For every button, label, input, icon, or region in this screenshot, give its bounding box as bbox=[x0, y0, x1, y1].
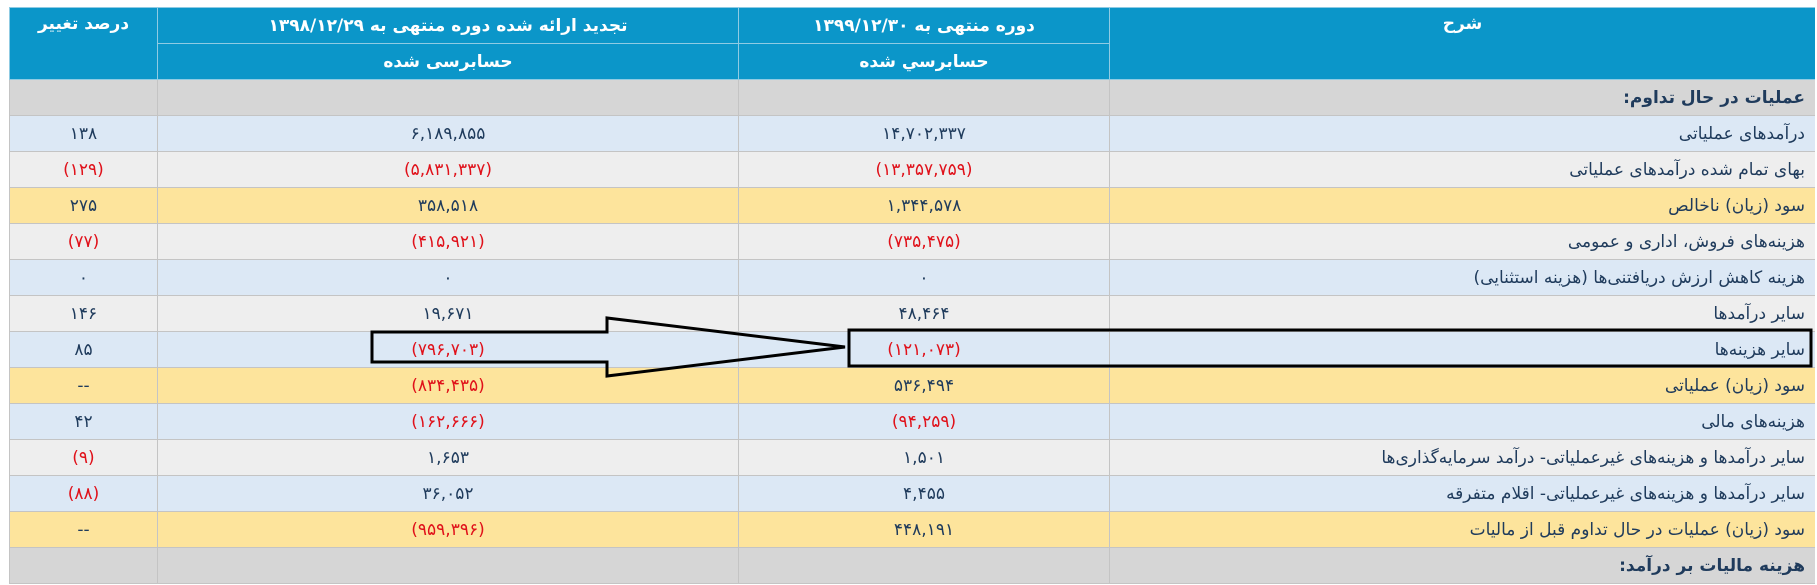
section-row: هزینه مالیات بر درآمد: bbox=[9, 547, 1815, 584]
row-label: هزینه‌های فروش، اداری و عمومی bbox=[1109, 223, 1815, 260]
cell-previous: ۰ bbox=[157, 259, 739, 296]
cell-previous: (۵,۸۳۱,۳۳۷) bbox=[157, 151, 739, 188]
header-current: دوره منتهی به ۱۳۹۹/۱۲/۳۰ bbox=[738, 7, 1110, 44]
row-label: درآمدهای عملیاتی bbox=[1109, 115, 1815, 152]
cell-current: (۱۳,۳۵۷,۷۵۹) bbox=[738, 151, 1110, 188]
row-label: سود (زیان) ناخالص bbox=[1109, 187, 1815, 224]
data-row: هزینه‌های فروش، اداری و عمومی (۷۳۵,۴۷۵) (۴… bbox=[9, 223, 1815, 260]
cell-previous: ۶,۱۸۹,۸۵۵ bbox=[157, 115, 739, 152]
cell-current: (۹۴,۲۵۹) bbox=[738, 403, 1110, 440]
cell-previous bbox=[157, 547, 739, 584]
cell-previous: ۱۹,۶۷۱ bbox=[157, 295, 739, 332]
cell-current bbox=[738, 79, 1110, 116]
cell-current: ۱,۳۴۴,۵۷۸ bbox=[738, 187, 1110, 224]
row-label: بهای تمام شده درآمدهای عملیاتی bbox=[1109, 151, 1815, 188]
data-row: سود (زیان) عملیات در حال تداوم قبل از ما… bbox=[9, 511, 1815, 548]
cell-change: -- bbox=[9, 367, 158, 404]
data-row: سود (زیان) ناخالص ۱,۳۴۴,۵۷۸ ۳۵۸,۵۱۸ ۲۷۵ bbox=[9, 187, 1815, 224]
cell-current: ۴۸,۴۶۴ bbox=[738, 295, 1110, 332]
table-wrapper: شرح دوره منتهی به ۱۳۹۹/۱۲/۳۰ تجدید ارائه… bbox=[9, 7, 1815, 585]
cell-current: (۷۳۵,۴۷۵) bbox=[738, 223, 1110, 260]
row-label: سود (زیان) عملیات در حال تداوم قبل از ما… bbox=[1109, 511, 1815, 548]
data-row: سایر درآمدها و هزینه‌های غیرعملیاتی- اقل… bbox=[9, 475, 1815, 512]
section-row: عملیات در حال تداوم: bbox=[9, 79, 1815, 116]
cell-previous: (۱۶۲,۶۶۶) bbox=[157, 403, 739, 440]
cell-current: ۴۴۸,۱۹۱ bbox=[738, 511, 1110, 548]
cell-change: ۲۷۵ bbox=[9, 187, 158, 224]
cell-previous: (۷۹۶,۷۰۳) bbox=[157, 331, 739, 368]
cell-change bbox=[9, 547, 158, 584]
row-label: عملیات در حال تداوم: bbox=[1109, 79, 1815, 116]
cell-current bbox=[738, 547, 1110, 584]
cell-previous: ۱,۶۵۳ bbox=[157, 439, 739, 476]
table-head: شرح دوره منتهی به ۱۳۹۹/۱۲/۳۰ تجدید ارائه… bbox=[9, 7, 1816, 80]
cell-change: (۷۷) bbox=[9, 223, 158, 260]
cell-change: ۴۲ bbox=[9, 403, 158, 440]
cell-current: ۱,۵۰۱ bbox=[738, 439, 1110, 476]
row-label: هزینه‌های مالی bbox=[1109, 403, 1815, 440]
header-row: شرح دوره منتهی به ۱۳۹۹/۱۲/۳۰ تجدید ارائه… bbox=[9, 7, 1815, 80]
header-description: شرح bbox=[1109, 7, 1815, 80]
cell-change: ۱۳۸ bbox=[9, 115, 158, 152]
header-current-status: حسابرسي شده bbox=[738, 43, 1110, 80]
cell-current: ۱۴,۷۰۲,۳۳۷ bbox=[738, 115, 1110, 152]
cell-current: ۴,۴۵۵ bbox=[738, 475, 1110, 512]
data-row: سایر هزینه‌ها (۱۲۱,۰۷۳) (۷۹۶,۷۰۳) ۸۵ bbox=[9, 331, 1815, 368]
cell-change: ۰ bbox=[9, 259, 158, 296]
cell-current: ۰ bbox=[738, 259, 1110, 296]
data-row: هزینه‌های مالی (۹۴,۲۵۹) (۱۶۲,۶۶۶) ۴۲ bbox=[9, 403, 1815, 440]
cell-change: ۸۵ bbox=[9, 331, 158, 368]
row-label: سایر درآمدها bbox=[1109, 295, 1815, 332]
data-row: هزینه کاهش ارزش دریافتنی‌ها (هزینه استثن… bbox=[9, 259, 1815, 296]
cell-change bbox=[9, 79, 158, 116]
cell-previous: ۳۵۸,۵۱۸ bbox=[157, 187, 739, 224]
cell-previous: (۴۱۵,۹۲۱) bbox=[157, 223, 739, 260]
data-row: سود (زیان) عملیاتی ۵۳۶,۴۹۴ (۸۳۴,۴۳۵) -- bbox=[9, 367, 1815, 404]
cell-change: (۸۸) bbox=[9, 475, 158, 512]
header-previous-status: حسابرسی شده bbox=[157, 43, 739, 80]
data-row: درآمدهای عملیاتی ۱۴,۷۰۲,۳۳۷ ۶,۱۸۹,۸۵۵ ۱۳۸ bbox=[9, 115, 1815, 152]
header-previous: تجدید ارائه شده دوره منتهی به ۱۳۹۸/۱۲/۲۹ bbox=[157, 7, 739, 44]
row-label: سایر درآمدها و هزینه‌های غیرعملیاتی- درآ… bbox=[1109, 439, 1815, 476]
cell-change: -- bbox=[9, 511, 158, 548]
row-label: هزینه کاهش ارزش دریافتنی‌ها (هزینه استثن… bbox=[1109, 259, 1815, 296]
cell-change: ۱۴۶ bbox=[9, 295, 158, 332]
cell-current: (۱۲۱,۰۷۳) bbox=[738, 331, 1110, 368]
data-row: بهای تمام شده درآمدهای عملیاتی (۱۳,۳۵۷,۷۵… bbox=[9, 151, 1815, 188]
data-row: سایر درآمدها و هزینه‌های غیرعملیاتی- درآ… bbox=[9, 439, 1815, 476]
row-label: سایر هزینه‌ها bbox=[1109, 331, 1815, 368]
cell-current: ۵۳۶,۴۹۴ bbox=[738, 367, 1110, 404]
data-row: سایر درآمدها ۴۸,۴۶۴ ۱۹,۶۷۱ ۱۴۶ bbox=[9, 295, 1815, 332]
cell-previous bbox=[157, 79, 739, 116]
row-label: هزینه مالیات بر درآمد: bbox=[1109, 547, 1815, 584]
header-row: حسابرسي شده حسابرسی شده bbox=[10, 43, 1816, 80]
table-body: عملیات در حال تداوم: درآمدهای عملیاتی ۱۴,۷… bbox=[9, 79, 1815, 584]
row-label: سایر درآمدها و هزینه‌های غیرعملیاتی- اقل… bbox=[1109, 475, 1815, 512]
cell-change: (۱۲۹) bbox=[9, 151, 158, 188]
cell-previous: (۹۵۹,۳۹۶) bbox=[157, 511, 739, 548]
cell-change: (۹) bbox=[9, 439, 158, 476]
cell-previous: ۳۶,۰۵۲ bbox=[157, 475, 739, 512]
row-label: سود (زیان) عملیاتی bbox=[1109, 367, 1815, 404]
header-change: درصد تغییر bbox=[9, 7, 158, 80]
financial-table: شرح دوره منتهی به ۱۳۹۹/۱۲/۳۰ تجدید ارائه… bbox=[9, 7, 1815, 584]
cell-previous: (۸۳۴,۴۳۵) bbox=[157, 367, 739, 404]
